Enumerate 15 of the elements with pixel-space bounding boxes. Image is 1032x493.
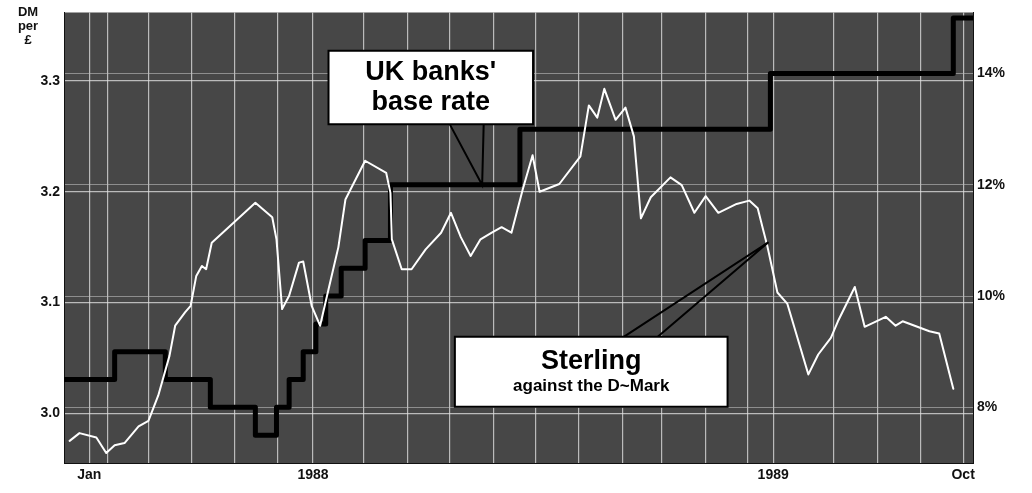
x-tick-label: Jan — [77, 466, 102, 483]
y2-tick-label: 10% — [977, 286, 1006, 303]
x-tick-label: Oct — [951, 466, 976, 483]
x-tick-label: 1989 — [757, 466, 789, 483]
y-tick-label: 3.0 — [40, 404, 61, 421]
y-tick-label: 3.3 — [40, 71, 61, 88]
y2-tick-label: 12% — [977, 175, 1006, 192]
series-label: UK banks' base rate — [365, 55, 497, 116]
y2-tick-label: 8% — [977, 398, 998, 415]
y2-tick-label: 14% — [977, 64, 1006, 81]
x-tick-label: 1988 — [297, 466, 329, 483]
y-tick-label: 3.2 — [40, 182, 61, 199]
y-tick-label: 3.1 — [40, 293, 61, 310]
y-axis-title: DM per £ — [17, 4, 39, 48]
text: Sterling against the D~Mark — [513, 344, 670, 395]
